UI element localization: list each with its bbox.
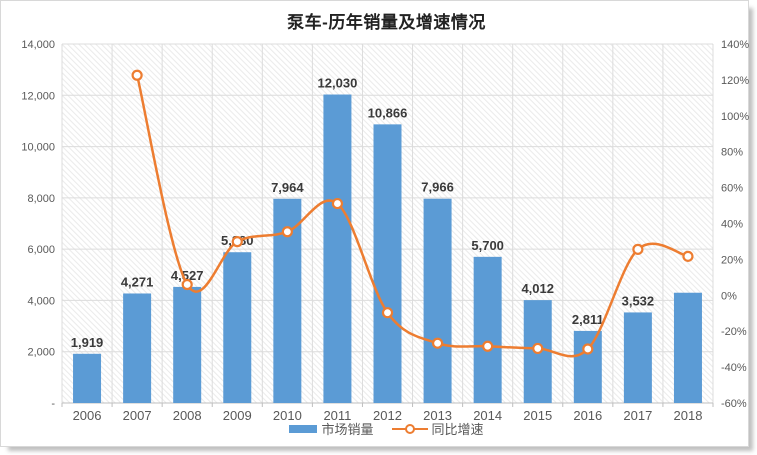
legend-item-growth: 同比增速 xyxy=(391,419,484,438)
growth-marker xyxy=(231,236,243,248)
left-axis-label: - xyxy=(51,398,55,410)
right-axis-label: 0% xyxy=(721,290,737,302)
x-axis-label-2014: 2014 xyxy=(473,408,502,423)
x-axis-label-2011: 2011 xyxy=(323,408,351,423)
left-axis-label: 10,000 xyxy=(21,142,55,154)
bar-2011 xyxy=(323,94,352,404)
bar-label-2015: 4,012 xyxy=(521,281,554,296)
right-axis-label: 140% xyxy=(721,39,749,51)
bar-label-2016: 2,811 xyxy=(572,312,604,327)
bar-2012 xyxy=(373,124,402,403)
growth-marker xyxy=(632,243,644,255)
bar-2008 xyxy=(173,286,202,403)
x-axis-label-2008: 2008 xyxy=(173,408,202,423)
legend-item-sales: 市场销量 xyxy=(289,419,374,438)
right-axis-label: -40% xyxy=(721,362,747,374)
growth-marker xyxy=(532,342,544,355)
bar-2009 xyxy=(223,252,252,403)
bar-2018 xyxy=(673,292,702,403)
bar-label-2014: 5,700 xyxy=(471,238,504,253)
bar-2013 xyxy=(423,198,452,403)
x-axis-label-2012: 2012 xyxy=(373,408,402,423)
right-axis-label: 100% xyxy=(721,111,749,123)
x-axis-label-2016: 2016 xyxy=(573,408,602,423)
growth-marker xyxy=(381,307,394,319)
growth-marker xyxy=(131,69,143,81)
growth-marker xyxy=(582,343,594,355)
bar-label-2007: 4,271 xyxy=(121,274,154,289)
left-axis-label: 8,000 xyxy=(27,193,55,205)
x-axis-label-2015: 2015 xyxy=(523,408,552,423)
right-axis-label: 40% xyxy=(721,219,743,231)
bar-swatch-icon xyxy=(289,424,318,433)
chart-window: 泵车-历年销量及增速情况 1,9194,2714,5275,8807,96412… xyxy=(0,0,749,447)
chart-legend: 市场销量 同比增速 xyxy=(61,419,712,438)
x-axis-label-2007: 2007 xyxy=(123,408,152,423)
right-axis-label: -20% xyxy=(721,326,747,338)
bar-2014 xyxy=(473,256,502,403)
bar-label-2013: 7,966 xyxy=(421,180,454,195)
left-axis-label: 4,000 xyxy=(27,295,55,307)
growth-marker xyxy=(281,226,293,238)
left-axis-label: 12,000 xyxy=(21,90,55,102)
left-axis-label: 2,000 xyxy=(27,347,55,359)
x-axis-label-2006: 2006 xyxy=(73,408,102,423)
bar-2017 xyxy=(623,312,652,403)
bar-2016 xyxy=(573,330,602,403)
left-axis-label: 6,000 xyxy=(27,244,55,256)
growth-marker xyxy=(482,340,494,352)
growth-marker xyxy=(431,337,444,349)
right-axis-label: 80% xyxy=(721,147,743,159)
legend-growth-label: 同比增速 xyxy=(431,422,484,437)
line-marker-swatch-icon xyxy=(391,423,428,435)
x-axis-label-2018: 2018 xyxy=(674,408,703,423)
chart-title: 泵车-历年销量及增速情况 xyxy=(287,13,486,32)
marker-ring-icon xyxy=(404,423,415,434)
x-axis-label-2013: 2013 xyxy=(423,408,452,423)
growth-marker xyxy=(181,278,193,291)
right-axis-label: 20% xyxy=(721,254,743,266)
legend-sales-label: 市场销量 xyxy=(321,422,374,437)
right-axis-label: -60% xyxy=(721,398,747,410)
right-axis-label: 60% xyxy=(721,183,743,195)
bar-label-2011: 12,030 xyxy=(318,76,358,91)
chart-canvas: 1,9194,2714,5275,8807,96412,03010,8667,9… xyxy=(21,39,749,423)
bar-label-2012: 10,866 xyxy=(368,105,408,120)
x-axis-label-2010: 2010 xyxy=(273,408,302,423)
x-axis-label-2017: 2017 xyxy=(623,408,652,423)
bar-label-2017: 3,532 xyxy=(622,293,655,308)
bar-label-2010: 7,964 xyxy=(271,180,304,195)
bar-label-2006: 1,919 xyxy=(71,335,104,350)
left-axis-label: 14,000 xyxy=(21,39,55,51)
growth-marker xyxy=(682,250,694,262)
bar-label-2008: 4,527 xyxy=(171,268,204,283)
bar-2006 xyxy=(73,353,102,403)
growth-marker xyxy=(331,197,344,210)
right-axis-label: 120% xyxy=(721,75,749,87)
x-axis-label-2009: 2009 xyxy=(223,408,252,423)
bar-2007 xyxy=(123,293,152,403)
